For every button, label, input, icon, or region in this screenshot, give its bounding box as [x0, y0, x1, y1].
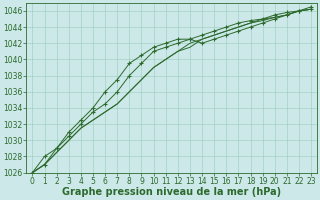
- X-axis label: Graphe pression niveau de la mer (hPa): Graphe pression niveau de la mer (hPa): [62, 187, 281, 197]
